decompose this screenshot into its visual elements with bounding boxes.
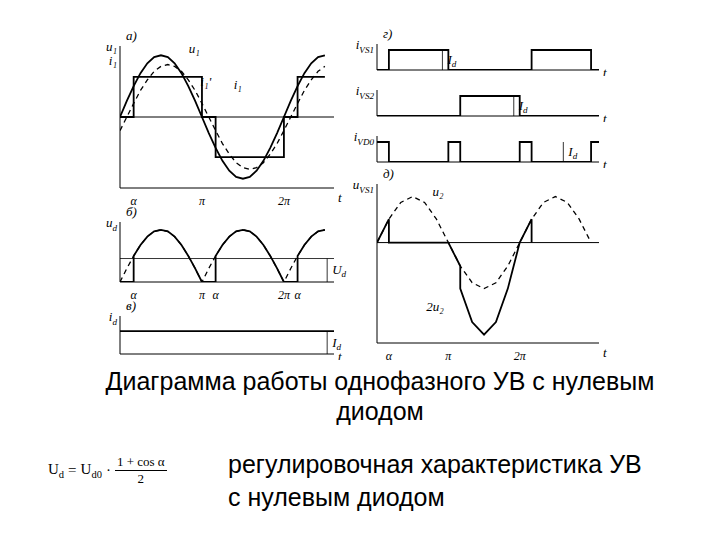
html-text:д): д): [383, 166, 394, 181]
svg-text:u₁: u₁: [189, 41, 200, 56]
html-text:id: id: [108, 309, 117, 327]
html-text:диодом: диодом: [336, 397, 424, 425]
html-text:u₁: u₁: [106, 39, 117, 54]
svg-text:Id: Id: [332, 334, 342, 352]
svg-text:t: t: [338, 190, 342, 205]
html-text:i₁: i₁: [108, 53, 117, 68]
svg-text:2π: 2π: [278, 288, 291, 302]
html-text:iVD0: iVD0: [353, 129, 374, 147]
svg-text:i₁': i₁': [200, 74, 211, 89]
svg-text:α: α: [294, 288, 301, 302]
svg-text:π: π: [199, 194, 206, 208]
svg-text:t: t: [603, 345, 607, 360]
html-text:1 + cos α: 1 + cos α: [116, 454, 165, 469]
html-text:iVS2: iVS2: [355, 83, 374, 101]
html-text:iVS1: iVS1: [355, 37, 374, 55]
html-text:в): в): [126, 298, 136, 313]
html-text:ud: ud: [106, 215, 117, 233]
svg-text:Id: Id: [567, 144, 577, 161]
svg-text:i₁: i₁: [234, 77, 242, 92]
svg-text:t: t: [603, 111, 607, 122]
svg-text:π: π: [199, 288, 206, 302]
html-text:uVS1: uVS1: [352, 177, 374, 195]
svg-text:Id: Id: [447, 52, 457, 69]
html-text:с нулевым диодом: с нулевым диодом: [228, 483, 445, 511]
svg-text:α: α: [130, 287, 137, 302]
svg-text:2u₂: 2u₂: [426, 299, 444, 314]
html-text:Диаграмма работы однофазного У: Диаграмма работы однофазного УВ с нулевы…: [105, 367, 655, 395]
svg-text:2π: 2π: [514, 349, 527, 363]
html-text:б): б): [126, 204, 137, 219]
html-text:2: 2: [137, 471, 144, 486]
svg-text:t: t: [338, 349, 342, 360]
svg-text:t: t: [603, 157, 607, 168]
html-text:г): г): [383, 26, 393, 41]
svg-text:2π: 2π: [278, 194, 291, 208]
html-text:регулировочная характеристика: регулировочная характеристика УВ: [228, 450, 642, 478]
svg-text:π: π: [445, 349, 452, 363]
html-text:Ud = Ud0 ·: Ud = Ud0 ·: [48, 461, 111, 480]
svg-text:α: α: [130, 193, 137, 208]
svg-text:u₂: u₂: [433, 184, 445, 199]
svg-text:Id: Id: [518, 98, 528, 115]
svg-text:α: α: [386, 349, 393, 363]
svg-text:α: α: [212, 288, 219, 302]
html-text:а): а): [126, 28, 137, 43]
svg-text:Ud: Ud: [332, 262, 346, 279]
svg-text:t: t: [603, 65, 607, 76]
